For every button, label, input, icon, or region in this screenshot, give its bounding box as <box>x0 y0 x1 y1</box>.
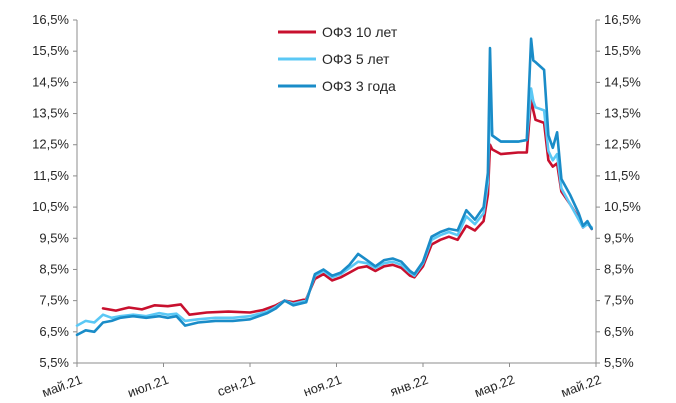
x-tick-label: май.21 <box>40 372 84 400</box>
legend-label: ОФЗ 5 лет <box>322 51 390 67</box>
y-tick-label-left: 13,5% <box>32 106 69 121</box>
axes <box>76 20 597 364</box>
y-tick-label-left: 7,5% <box>39 293 69 308</box>
y-axis-right: 5,5% 6,5% 7,5% 8,5% 9,5% 10,5% 11,5% 12,5% 13,5%… <box>596 12 641 370</box>
y-tick-label-right: 9,5% <box>604 230 634 245</box>
x-tick-label: ноя.21 <box>301 372 343 400</box>
y-tick-label-right: 6,5% <box>604 324 634 339</box>
y-tick-label-right: 10,5% <box>604 199 641 214</box>
y-tick-label-right: 16,5% <box>604 12 641 27</box>
y-tick-label-left: 15,5% <box>32 43 69 58</box>
y-tick-label-right: 5,5% <box>604 355 634 370</box>
y-axis-left: 5,5% 6,5% 7,5% 8,5% 9,5% 10,5% 11,5% 12,5% 13,5%… <box>32 12 77 370</box>
legend: ОФЗ 10 лет ОФЗ 5 лет ОФЗ 3 года <box>278 24 398 94</box>
x-tick-label: янв.22 <box>388 372 430 400</box>
series-line-3 <box>75 37 593 337</box>
y-tick-label-left: 6,5% <box>39 324 69 339</box>
y-tick-label-right: 14,5% <box>604 74 641 89</box>
y-tick-label-right: 8,5% <box>604 261 634 276</box>
x-axis: май.21 июл.21 сен.21 ноя.21 янв.22 мар.22 май.… <box>40 363 603 400</box>
y-tick-label-left: 12,5% <box>32 137 69 152</box>
legend-label: ОФЗ 10 лет <box>322 24 398 40</box>
y-tick-label-right: 12,5% <box>604 137 641 152</box>
series-line-1 <box>101 96 593 316</box>
y-tick-label-left: 16,5% <box>32 12 69 27</box>
y-tick-label-left: 5,5% <box>39 355 69 370</box>
y-tick-label-left: 11,5% <box>33 168 69 183</box>
legend-label: ОФЗ 3 года <box>322 78 396 94</box>
series-lines <box>75 37 593 337</box>
y-tick-label-right: 7,5% <box>604 293 634 308</box>
y-tick-label-left: 9,5% <box>39 230 69 245</box>
y-tick-label-right: 11,5% <box>604 168 640 183</box>
y-tick-label-left: 10,5% <box>32 199 69 214</box>
y-tick-label-right: 13,5% <box>604 106 641 121</box>
x-tick-label: мар.22 <box>472 372 516 400</box>
y-tick-label-right: 15,5% <box>604 43 641 58</box>
y-tick-label-left: 8,5% <box>39 261 69 276</box>
series-line-2 <box>75 87 593 327</box>
y-tick-label-left: 14,5% <box>32 74 69 89</box>
x-tick-label: июл.21 <box>126 372 171 401</box>
x-tick-label: май.22 <box>559 372 603 400</box>
x-tick-label: сен.21 <box>215 372 257 399</box>
